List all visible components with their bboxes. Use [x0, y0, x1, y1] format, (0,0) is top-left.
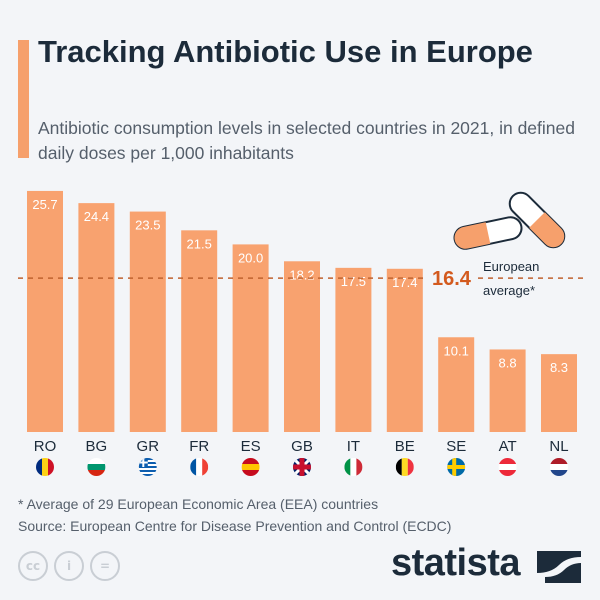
- statista-logo-mark: [537, 551, 581, 583]
- bar-AT: [489, 349, 526, 432]
- tick-label-GR: GR: [137, 438, 160, 455]
- no-derivatives-icon[interactable]: =: [90, 551, 120, 581]
- value-label-IT: 17.5: [341, 274, 366, 289]
- value-label-FR: 21.5: [187, 236, 212, 251]
- chart-title: Tracking Antibiotic Use in Europe: [38, 34, 533, 69]
- tick-label-BE: BE: [395, 438, 415, 455]
- value-label-ES: 20.0: [238, 250, 263, 265]
- tick-label-BG: BG: [86, 438, 108, 455]
- value-label-BE: 17.4: [392, 275, 417, 290]
- source: Source: European Centre for Disease Prev…: [18, 518, 452, 534]
- bar-IT: [335, 267, 372, 432]
- flag-FR-icon: [190, 458, 209, 476]
- tick-label-NL: NL: [549, 438, 568, 455]
- flag-BG-icon: [87, 458, 106, 476]
- title-accent-bar: [18, 40, 29, 158]
- bar-FR: [181, 230, 218, 432]
- bar-RO: [27, 190, 63, 432]
- tick-label-SE: SE: [446, 438, 466, 455]
- tick-label-RO: RO: [34, 438, 57, 455]
- tick-label-AT: AT: [499, 438, 517, 455]
- chart-subtitle: Antibiotic consumption levels in selecte…: [38, 118, 575, 163]
- pills-icon: [453, 191, 566, 250]
- flag-GR-icon: [138, 458, 157, 476]
- flag-GB-icon: [293, 458, 311, 476]
- bar-BE: [386, 268, 423, 432]
- value-label-GB: 18.2: [289, 267, 314, 282]
- bar-ES: [232, 244, 269, 432]
- cc-license-icon[interactable]: cc: [18, 551, 48, 581]
- bar-GR: [129, 211, 166, 432]
- average-label-line2: average*: [483, 283, 535, 298]
- value-label-SE: 10.1: [444, 343, 469, 358]
- flag-IT-icon: [344, 458, 363, 476]
- attribution-icon[interactable]: i: [54, 551, 84, 581]
- value-label-RO: 25.7: [32, 197, 57, 212]
- tick-label-IT: IT: [347, 438, 360, 455]
- value-label-BG: 24.4: [84, 209, 109, 224]
- flag-RO-icon: [36, 458, 54, 476]
- tick-label-ES: ES: [241, 438, 261, 455]
- flag-ES-icon: [241, 458, 260, 476]
- footnote: * Average of 29 European Economic Area (…: [18, 496, 379, 512]
- tick-label-GB: GB: [291, 438, 313, 455]
- average-value: 16.4: [432, 268, 472, 290]
- average-label-line1: European: [483, 259, 539, 274]
- statista-logo[interactable]: statista: [390, 542, 521, 584]
- value-label-GR: 23.5: [135, 218, 160, 233]
- flag-BE-icon: [395, 458, 414, 476]
- value-label-AT: 8.8: [499, 355, 517, 370]
- flag-AT-icon: [498, 458, 517, 476]
- bar-NL: [541, 354, 577, 432]
- flag-SE-icon: [447, 458, 466, 476]
- average-label-background: [428, 265, 478, 292]
- bar-SE: [438, 337, 475, 432]
- value-label-NL: 8.3: [550, 360, 568, 375]
- flag-NL-icon: [550, 458, 568, 476]
- bar-BG: [78, 203, 115, 432]
- bar-GB: [284, 261, 320, 432]
- tick-label-FR: FR: [189, 438, 209, 455]
